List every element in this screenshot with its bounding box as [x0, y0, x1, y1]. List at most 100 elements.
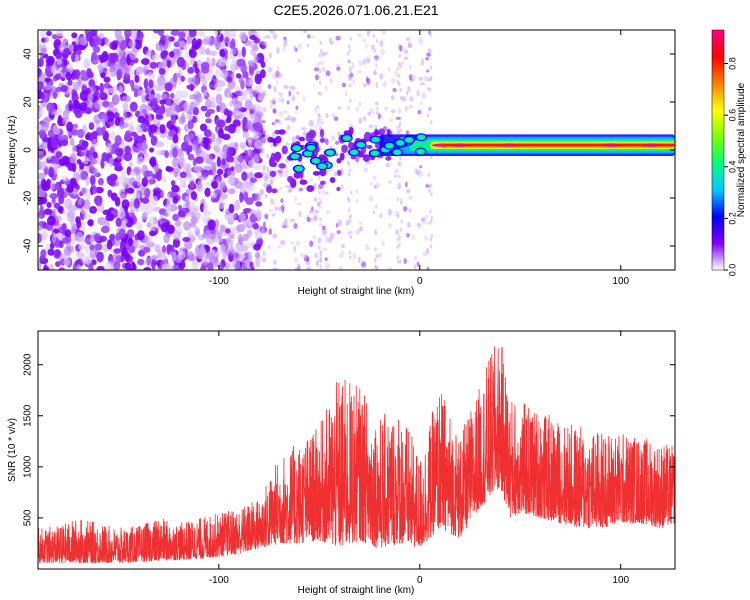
spectrogram-cell [254, 208, 262, 219]
spectrogram-cell [136, 241, 141, 248]
spectrogram-cell [60, 85, 68, 93]
spectrogram-cell [109, 233, 116, 241]
spectrogram-cell [321, 66, 326, 73]
spectrogram-cell [175, 89, 182, 101]
spectrogram-cell [45, 55, 55, 66]
spectrogram-cell [337, 131, 341, 137]
spectrogram-cell [348, 172, 351, 177]
spectrogram-cell [429, 209, 432, 214]
spectrogram-cell [164, 150, 169, 159]
spectrogram-cell [49, 192, 59, 200]
spectrogram-cell [384, 106, 388, 111]
spectrogram-cell [235, 110, 244, 117]
spectrogram-cell [275, 169, 279, 174]
spectrogram-cell [128, 177, 137, 187]
spectrogram-cell [362, 38, 367, 42]
spectrogram-cell [223, 30, 230, 38]
spectrogram-cell [399, 128, 403, 133]
spectrogram-cell [234, 164, 243, 174]
spectrogram-cell [317, 91, 321, 96]
spectrogram-cell [284, 171, 289, 178]
spectrogram-cell [375, 63, 378, 68]
spectrogram-cell [200, 105, 208, 112]
spectrogram-cell [235, 125, 241, 134]
spectrogram-peak [642, 143, 659, 147]
spectrogram-cell [219, 182, 227, 192]
spectrogram-cell [203, 89, 208, 97]
spectrogram-cell [51, 208, 57, 217]
spectrogram-cell [250, 47, 257, 57]
spectrogram-cell [361, 261, 367, 268]
spectrogram-cell [195, 156, 204, 164]
spectrogram-cell [169, 102, 178, 112]
spectrogram-cell [428, 87, 432, 92]
spectrogram-cell [325, 139, 329, 146]
spectrogram-cell [110, 130, 116, 141]
spectrogram-cell [368, 124, 374, 129]
spectrogram-cell [313, 67, 320, 72]
spectrogram-cell [393, 174, 398, 178]
x-tick-label: 100 [612, 276, 629, 287]
spectrogram-cell [155, 42, 163, 51]
spectrogram-cell [40, 98, 47, 108]
spectrogram-cell [387, 180, 393, 185]
spectrogram-cell [38, 220, 44, 231]
spectrogram-cell [358, 59, 362, 67]
spectrogram-cell [293, 245, 297, 253]
spectrogram-cell [56, 58, 63, 65]
spectrogram-cell [397, 61, 401, 66]
spectrogram-cell [199, 123, 208, 132]
figure-title: C2E5.2026.071.06.21.E21 [273, 2, 438, 18]
spectrogram-cell [161, 263, 171, 270]
spectrogram-cell [321, 51, 326, 57]
spectrogram-cell [85, 244, 90, 255]
spectrogram-cell [172, 157, 180, 168]
spectrogram-cell [145, 106, 153, 117]
spectrogram-cell [318, 53, 321, 58]
spectrogram-cell [239, 31, 247, 41]
spectrogram-cell [309, 240, 314, 247]
spectrogram-cell [92, 185, 97, 194]
spectrogram-cell [307, 34, 311, 39]
spectrogram-blotch [354, 140, 367, 149]
spectrogram-ridge-cell [298, 136, 305, 142]
spectrogram-cell [211, 180, 218, 190]
snr-x-label: Height of straight line (km) [298, 585, 415, 596]
snr-frame [37, 330, 676, 570]
spectrogram-cell [55, 30, 64, 37]
spectrogram-cell [263, 221, 266, 228]
spectrogram-cell [100, 52, 109, 63]
spectrogram-cell [403, 48, 409, 54]
spectrogram-cell [255, 131, 263, 138]
spectrogram-cell [46, 150, 52, 160]
spectrogram-cell [347, 198, 351, 203]
spectrogram-cell [268, 209, 274, 213]
spectrogram-cell [429, 183, 432, 188]
spectrogram-cell [165, 106, 172, 118]
spectrogram-cell [149, 124, 158, 133]
spectrogram-cell [345, 220, 350, 226]
spectrogram-cell [275, 79, 279, 86]
spectrogram-cell [168, 129, 177, 136]
spectrogram-cell [319, 121, 325, 125]
spectrogram-cell [242, 219, 249, 229]
spectrogram-ridge-cell [278, 129, 286, 135]
spectrogram-cell [418, 37, 424, 45]
spectrogram-cell [135, 222, 143, 229]
spectrogram-cell [63, 246, 72, 257]
spectrogram-cell [141, 177, 149, 187]
spectrogram-cell [299, 252, 304, 257]
spectrogram-cell [293, 45, 297, 51]
spectrogram-cell [416, 222, 421, 228]
spectrogram-cell [408, 41, 411, 49]
y-tick-label: 20 [23, 96, 34, 108]
spectrogram-cell [314, 252, 318, 259]
spectrogram-cell [178, 40, 186, 48]
spectrogram-cell [76, 129, 86, 137]
spectrogram-cell [71, 144, 77, 154]
spectrogram-cell [250, 177, 258, 183]
spectrogram-cell [137, 258, 145, 266]
colorbar-tick-label: 0.0 [727, 264, 737, 277]
spectrogram-cell [426, 52, 431, 57]
spectrogram-cell [261, 41, 267, 46]
